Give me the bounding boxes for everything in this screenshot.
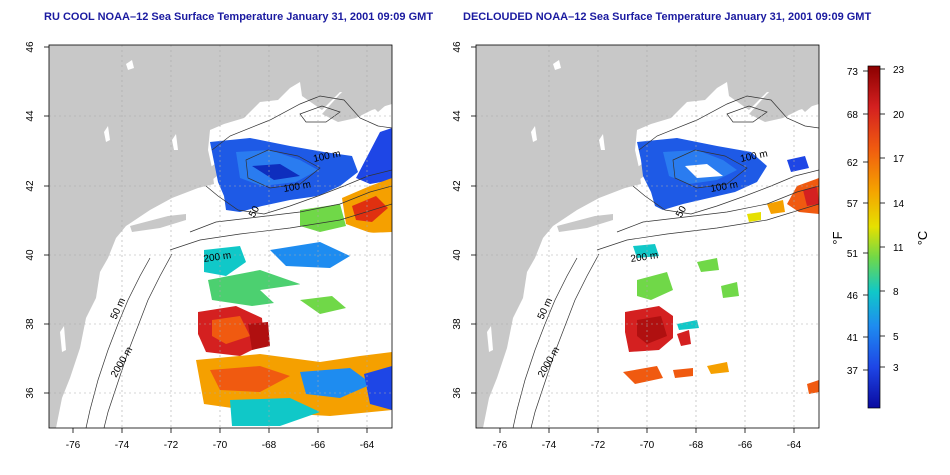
left-y-tick: 44	[25, 110, 36, 122]
left-land-nova-scotia	[322, 62, 392, 122]
colorbar-gradient	[867, 65, 881, 409]
left-y-tick: 38	[25, 318, 36, 330]
right-y-tick: 38	[452, 318, 463, 330]
left-x-tick: -66	[311, 440, 326, 451]
right-y-tick: 42	[452, 180, 463, 192]
right-y-tick: 44	[452, 110, 463, 122]
colorbar-fahrenheit-tick: 68	[847, 110, 859, 121]
colorbar-celsius-tick: 11	[893, 243, 904, 254]
right-x-tick: -64	[787, 440, 802, 451]
left-x-tick: -72	[164, 440, 179, 451]
left-x-tick: -68	[262, 440, 277, 451]
right-contour-label: 50	[674, 204, 689, 220]
right-x-tick: -70	[640, 440, 655, 451]
temperature-colorbar: 73 68 62 57 51 46 41 37 23 20 17 14 11 8…	[830, 65, 930, 409]
colorbar-fahrenheit-tick: 73	[847, 67, 859, 78]
right-panel-title: DECLOUDED NOAA–12 Sea Surface Temperatur…	[463, 11, 872, 23]
left-y-tick: 46	[25, 41, 36, 53]
right-x-tick: -72	[591, 440, 606, 451]
left-sst-shelf-blue	[356, 128, 392, 184]
colorbar-celsius-tick: 17	[893, 154, 905, 165]
right-y-tick: 40	[452, 249, 463, 261]
right-x-tick: -66	[738, 440, 753, 451]
right-contour-label: 200 m	[630, 250, 659, 265]
colorbar-fahrenheit-tick: 37	[847, 366, 859, 377]
left-x-tick: -74	[115, 440, 130, 451]
left-contour-label: 200 m	[203, 250, 232, 265]
left-x-tick: -70	[213, 440, 228, 451]
colorbar-fahrenheit-tick: 62	[847, 158, 859, 169]
right-x-tick: -68	[689, 440, 704, 451]
colorbar-fahrenheit-tick: 51	[847, 249, 859, 260]
left-x-tick: -64	[360, 440, 375, 451]
colorbar-fahrenheit-label: °F	[830, 231, 845, 244]
left-contour-label: 50	[247, 204, 262, 220]
right-x-tick: -76	[493, 440, 508, 451]
colorbar-celsius-tick: 3	[893, 363, 899, 374]
colorbar-celsius-tick: 20	[893, 110, 905, 121]
right-x-tick: -74	[542, 440, 557, 451]
left-y-tick: 36	[25, 387, 36, 399]
right-map: 100 m 100 m 50 200 m 50 m 2000 m -76 -74…	[452, 41, 820, 451]
colorbar-fahrenheit-tick: 57	[847, 199, 859, 210]
left-map: 100 m 100 m 50 200 m 50 m 2000 m -76 -74…	[25, 41, 393, 451]
right-y-tick: 36	[452, 387, 463, 399]
left-contour-label: 100 m	[283, 179, 312, 195]
right-contour-label: 100 m	[710, 179, 739, 195]
colorbar-celsius-label: °C	[915, 231, 930, 246]
colorbar-celsius-tick: 14	[893, 199, 905, 210]
colorbar-celsius-tick: 5	[893, 332, 899, 343]
left-x-tick: -76	[66, 440, 81, 451]
left-land-long-island	[130, 214, 186, 232]
left-land-mainland	[49, 45, 392, 428]
colorbar-celsius-tick: 23	[893, 65, 905, 76]
colorbar-fahrenheit-tick: 46	[847, 291, 859, 302]
right-y-tick: 46	[452, 41, 463, 53]
colorbar-fahrenheit-tick: 41	[847, 333, 859, 344]
left-panel-title: RU COOL NOAA–12 Sea Surface Temperature …	[44, 11, 434, 23]
left-y-tick: 42	[25, 180, 36, 192]
left-y-tick: 40	[25, 249, 36, 261]
colorbar-celsius-tick: 8	[893, 287, 899, 298]
